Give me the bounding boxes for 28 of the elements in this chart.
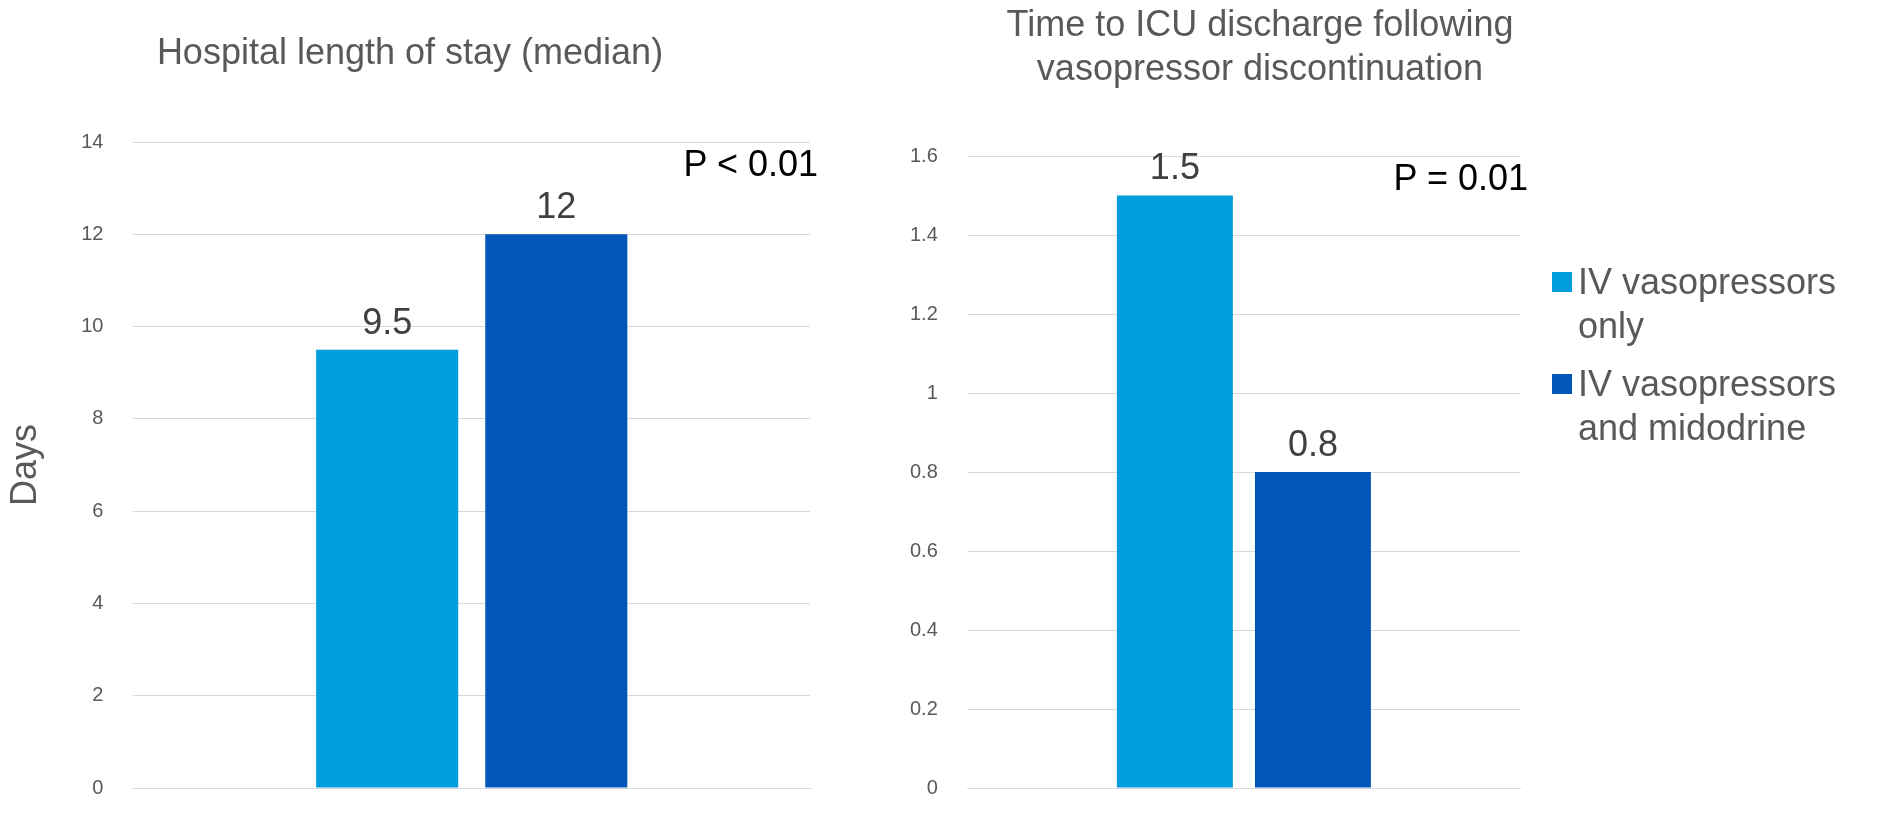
y-tick-label: 6 <box>92 498 104 521</box>
legend-label: IV vasopressors and midodrine <box>1578 362 1838 450</box>
y-tick-label: 12 <box>81 221 104 244</box>
y-tick-label: 0 <box>926 775 938 798</box>
data-label: 0.8 <box>1287 422 1338 464</box>
y-tick-label: 8 <box>92 406 104 429</box>
y-tick-label: 0.2 <box>909 696 938 719</box>
y-axis-title: Days <box>2 423 44 507</box>
legend-label: IV vasopressors only <box>1578 260 1838 348</box>
y-tick-label: 0.8 <box>909 459 938 482</box>
chart-title: Time to ICU discharge following vasopressor discontinuation <box>1005 2 1515 90</box>
y-tick-label: 14 <box>81 129 104 152</box>
y-tick-label: 10 <box>81 314 104 337</box>
y-tick-label: 2 <box>92 683 104 706</box>
annotation: P < 0.01 <box>683 142 818 184</box>
y-tick-label: 1.6 <box>909 143 938 166</box>
y-tick-label: 4 <box>92 590 104 613</box>
y-tick-label: 1.4 <box>909 222 938 245</box>
y-tick-label: 1.2 <box>909 301 938 324</box>
y-tick-label: 0.4 <box>909 617 938 640</box>
data-label: 12 <box>536 185 577 227</box>
y-tick-label: 0 <box>92 775 104 798</box>
data-label: 9.5 <box>362 300 413 342</box>
y-tick-label: 0.6 <box>909 538 938 561</box>
data-label: 1.5 <box>1149 146 1200 188</box>
chart-title: Hospital length of stay (median) <box>155 30 665 74</box>
annotation: P = 0.01 <box>1393 156 1528 198</box>
y-tick-label: 1 <box>926 380 938 403</box>
